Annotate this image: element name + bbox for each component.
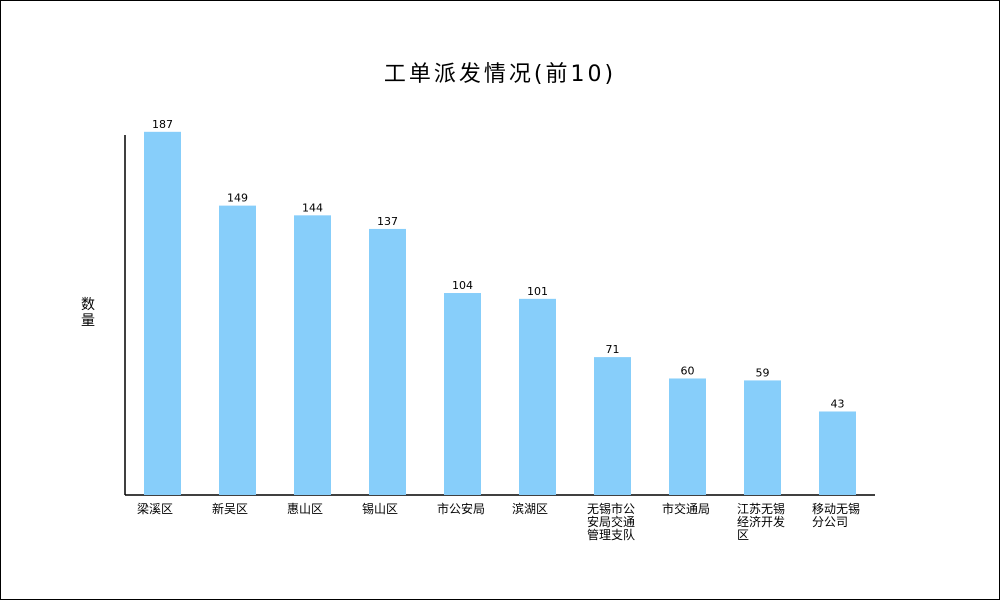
- bar: [144, 131, 181, 496]
- x-tick-label: 市交通局: [662, 501, 710, 516]
- x-tick-label: 锡山区: [362, 501, 398, 516]
- x-tick-label: 市公安局: [437, 501, 485, 516]
- x-tick-label: 滨湖区: [512, 501, 548, 516]
- bar: [669, 378, 706, 495]
- bar-value-label: 137: [377, 215, 398, 228]
- bar-value-label: 104: [452, 279, 473, 292]
- y-axis-label: 数量: [81, 297, 95, 329]
- x-tick-label: 江苏无锡经济开发区: [737, 501, 785, 542]
- bar-value-label: 149: [227, 192, 248, 205]
- chart-title: 工单派发情况(前10): [383, 62, 617, 87]
- bar-value-label: 60: [681, 364, 695, 377]
- bar: [594, 357, 631, 495]
- bar-value-label: 43: [831, 397, 845, 410]
- bar-value-label: 59: [756, 366, 770, 379]
- bar-value-label: 101: [527, 285, 548, 298]
- bar: [219, 205, 256, 495]
- bar: [294, 215, 331, 495]
- bar: [819, 411, 856, 495]
- x-tick-label: 惠山区: [287, 502, 323, 516]
- bar-value-label: 71: [606, 343, 620, 356]
- x-tick-label: 梁溪区: [137, 501, 173, 516]
- bar: [519, 298, 556, 495]
- bar-value-label: 187: [152, 118, 173, 131]
- bar-value-label: 144: [302, 201, 323, 214]
- bar: [744, 380, 781, 495]
- x-tick-label: 移动无锡分公司: [812, 501, 860, 529]
- x-tick-label: 新吴区: [212, 501, 248, 516]
- x-tick-label: 无锡市公安局交通管理支队: [587, 501, 635, 542]
- bar: [444, 293, 481, 495]
- bar: [369, 228, 406, 495]
